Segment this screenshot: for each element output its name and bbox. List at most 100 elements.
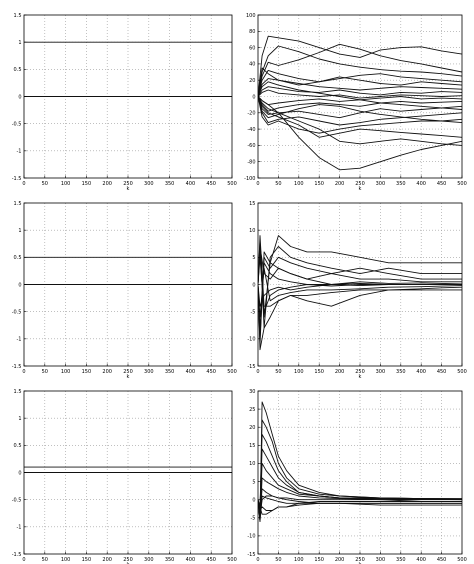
y-tick-label: -0.5 — [12, 497, 22, 503]
x-tick-label: 100 — [294, 557, 304, 563]
y-tick-label: -1 — [17, 525, 22, 531]
y-tick-label: -1.5 — [12, 364, 22, 370]
y-tick-label: -100 — [244, 176, 255, 182]
y-tick-label: -10 — [247, 534, 255, 540]
y-tick-label: -5 — [251, 309, 256, 315]
x-tick-label: 300 — [144, 369, 154, 375]
series-line-16 — [258, 81, 462, 110]
y-tick-label: 1 — [18, 40, 21, 46]
x-axis-label: k — [359, 186, 362, 192]
series-line-2 — [258, 45, 462, 97]
x-axis-label: k — [127, 374, 130, 380]
x-axis-label: k — [359, 562, 362, 564]
y-tick-label: 0.5 — [14, 443, 22, 449]
x-tick-label: 50 — [275, 181, 281, 187]
x-axis-label: k — [359, 374, 362, 380]
series-line-10 — [258, 96, 462, 119]
x-tick-label: 300 — [144, 557, 154, 563]
x-tick-label: 450 — [437, 181, 447, 187]
y-tick-label: 100 — [246, 13, 256, 19]
y-tick-label: 1 — [18, 228, 21, 234]
x-axis-label: k — [127, 562, 130, 564]
x-tick-label: 150 — [82, 369, 92, 375]
y-tick-label: 15 — [249, 201, 255, 207]
y-tick-label: -0.5 — [12, 309, 22, 315]
y-tick-label: 5 — [252, 255, 255, 261]
x-tick-label: 50 — [275, 369, 281, 375]
series-line-9 — [258, 499, 462, 515]
series-line-9 — [258, 96, 462, 112]
series-group — [24, 466, 232, 473]
x-tick-label: 150 — [82, 181, 92, 187]
x-tick-label: 0 — [22, 181, 25, 187]
x-tick-label: 400 — [416, 181, 426, 187]
x-tick-label: 50 — [275, 557, 281, 563]
x-tick-label: 100 — [294, 369, 304, 375]
x-tick-label: 0 — [256, 369, 259, 375]
x-tick-label: 250 — [123, 369, 133, 375]
x-tick-label: 0 — [256, 181, 259, 187]
x-tick-label: 350 — [396, 181, 406, 187]
y-tick-label: 1.5 — [14, 201, 22, 207]
y-tick-label: 0 — [252, 94, 255, 100]
x-tick-label: 100 — [294, 181, 304, 187]
y-tick-label: 0 — [18, 94, 21, 100]
chart-panel-row1-right: 0 50 100 150 200 250 300 350 400 450 5001008060402… — [244, 13, 467, 192]
y-tick-label: 0 — [18, 470, 21, 476]
y-tick-label: -80 — [247, 160, 255, 166]
x-tick-label: 450 — [206, 181, 216, 187]
y-tick-label: -60 — [247, 143, 255, 149]
series-line-13 — [258, 96, 462, 138]
x-tick-label: 0 — [22, 369, 25, 375]
y-tick-label: -1 — [17, 149, 22, 155]
y-tick-label: -1 — [17, 337, 22, 343]
series-line-1 — [258, 235, 462, 345]
x-tick-label: 100 — [61, 369, 71, 375]
x-tick-label: 450 — [437, 557, 447, 563]
y-tick-label: -1.5 — [12, 176, 22, 182]
series-line-5 — [258, 78, 462, 97]
y-tick-label: -20 — [247, 111, 255, 117]
series-line-4 — [258, 69, 462, 97]
x-tick-label: 150 — [314, 369, 324, 375]
y-tick-label: -15 — [247, 552, 255, 558]
x-tick-label: 50 — [42, 369, 48, 375]
x-tick-label: 400 — [416, 369, 426, 375]
x-tick-label: 400 — [416, 557, 426, 563]
x-tick-label: 450 — [437, 369, 447, 375]
y-tick-label: -5 — [251, 516, 256, 522]
series-line-3 — [258, 256, 462, 340]
series-line-7 — [258, 267, 462, 318]
chart-panel-row3-right: 0 50 100 150 200 250 300 350 400 450 5003025201510… — [247, 389, 466, 564]
x-tick-label: 500 — [457, 181, 467, 187]
series-line-14 — [258, 96, 462, 146]
y-tick-label: 0 — [18, 282, 21, 288]
x-tick-label: 0 — [256, 557, 259, 563]
x-tick-label: 500 — [227, 557, 237, 563]
series-line-6 — [258, 86, 462, 97]
x-tick-label: 450 — [206, 369, 216, 375]
x-tick-label: 200 — [335, 369, 345, 375]
y-tick-label: 20 — [249, 78, 255, 84]
x-tick-label: 100 — [61, 557, 71, 563]
y-tick-label: 0 — [252, 282, 255, 288]
x-tick-label: 350 — [165, 557, 175, 563]
x-tick-label: 200 — [102, 369, 112, 375]
series-line-8 — [258, 235, 462, 307]
x-tick-label: 250 — [355, 181, 365, 187]
y-tick-label: -1.5 — [12, 552, 22, 558]
x-tick-label: 200 — [102, 557, 112, 563]
series-group — [258, 401, 462, 522]
series-group — [24, 256, 232, 285]
y-tick-label: 30 — [249, 389, 255, 395]
series-line-11 — [258, 96, 462, 126]
series-line-7 — [258, 89, 462, 99]
x-tick-label: 350 — [396, 557, 406, 563]
chart-panel-row3-left: 0 50 100 150 200 250 300 350 400 450 500 1.5 1 0.5 0 -0… — [12, 389, 237, 564]
series-group — [258, 235, 462, 351]
series-group — [258, 35, 462, 171]
series-line-17 — [258, 96, 462, 124]
x-tick-label: 200 — [335, 181, 345, 187]
x-tick-label: 300 — [376, 181, 386, 187]
x-tick-label: 500 — [227, 369, 237, 375]
